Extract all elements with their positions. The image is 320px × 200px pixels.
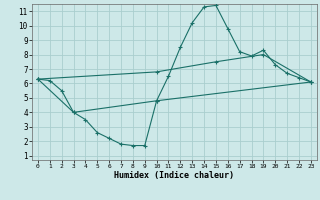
X-axis label: Humidex (Indice chaleur): Humidex (Indice chaleur) (115, 171, 234, 180)
